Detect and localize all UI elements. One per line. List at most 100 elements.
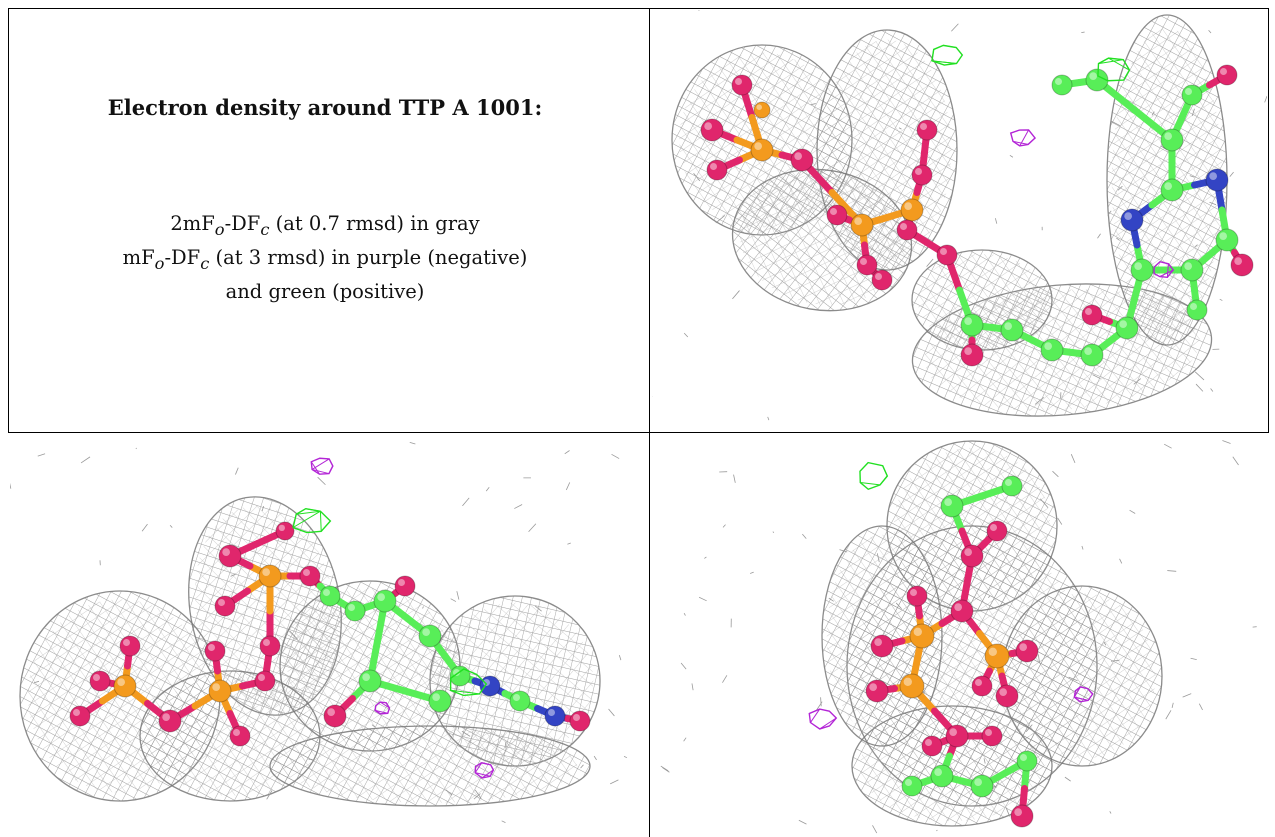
- oxygen-atom: [871, 269, 893, 291]
- density-mesh-2fofc: [19, 496, 601, 807]
- negative-density-blob: [474, 762, 495, 779]
- oxygen-atom: [911, 164, 933, 186]
- oxygen-atom: [960, 343, 984, 367]
- oxygen-atom: [158, 709, 182, 733]
- phosphorus-atom: [208, 679, 232, 703]
- oxygen-atom: [1015, 639, 1039, 663]
- carbon-atom: [509, 690, 531, 712]
- oxygen-atom: [394, 575, 416, 597]
- view-bottom-right: [660, 440, 1257, 834]
- carbon-atom: [960, 313, 984, 337]
- phosphorus-atom: [113, 674, 137, 698]
- oxygen-atom: [89, 670, 111, 692]
- carbon-atom: [1001, 475, 1023, 497]
- carbon-atom: [319, 585, 341, 607]
- carbon-atom: [1016, 750, 1038, 772]
- carbon-atom: [1000, 318, 1024, 342]
- oxygen-atom: [1230, 253, 1254, 277]
- atoms: [865, 475, 1039, 828]
- oxygen-atom: [706, 159, 728, 181]
- negative-density-blob: [374, 701, 391, 715]
- oxygen-atom: [896, 219, 918, 241]
- carbon-atom: [1180, 258, 1204, 282]
- carbon-atom: [428, 689, 452, 713]
- carbon-atom: [901, 775, 923, 797]
- carbon-atom: [418, 624, 442, 648]
- carbon-atom: [1130, 258, 1154, 282]
- positive-density-blob: [292, 507, 332, 534]
- carbon-atom: [1160, 178, 1184, 202]
- carbon-atom: [1080, 343, 1104, 367]
- oxygen-atom: [214, 595, 236, 617]
- oxygen-atom: [986, 520, 1008, 542]
- oxygen-atom: [229, 725, 251, 747]
- view-top-right: [652, 10, 1267, 421]
- carbon-atom: [1160, 128, 1184, 152]
- oxygen-atom: [731, 74, 753, 96]
- caption-cell: Electron density around TTP A 1001: 2mFo…: [10, 10, 640, 425]
- positive-density-blob: [859, 461, 889, 491]
- caption-description: 2mFo-DFc (at 0.7 rmsd) in gray mFo-DFc (…: [10, 210, 640, 306]
- carbon-atom: [1115, 316, 1139, 340]
- table-row-divider: [8, 432, 1269, 433]
- oxygen-atom: [971, 675, 993, 697]
- caption-line-2fofc: 2mFo-DFc (at 0.7 rmsd) in gray: [170, 212, 480, 239]
- positive-density-blob: [1097, 57, 1131, 82]
- table-middle-divider: [649, 8, 650, 837]
- oxygen-atom: [921, 735, 943, 757]
- negative-density-blob: [1073, 686, 1094, 703]
- oxygen-atom: [69, 705, 91, 727]
- carbon-atom: [1215, 228, 1239, 252]
- negative-density-blob: [808, 708, 838, 730]
- oxygen-atom: [1010, 804, 1034, 828]
- carbon-atom: [1181, 84, 1203, 106]
- phosphorus-atom: [984, 643, 1010, 669]
- carbon-atom: [358, 669, 382, 693]
- phosphorus-atom: [753, 101, 771, 119]
- oxygen-atom: [856, 254, 878, 276]
- phosphorus-atom: [258, 564, 282, 588]
- oxygen-atom: [275, 521, 295, 541]
- phosphorus-atom: [750, 138, 774, 162]
- oxygen-atom: [1081, 304, 1103, 326]
- negative-density-blob: [310, 457, 334, 475]
- oxygen-atom: [981, 725, 1003, 747]
- phosphorus-atom: [900, 198, 924, 222]
- oxygen-atom: [1216, 64, 1238, 86]
- oxygen-atom: [790, 148, 814, 172]
- nitrogen-atom: [479, 675, 501, 697]
- carbon-atom: [930, 764, 954, 788]
- oxygen-atom: [960, 544, 984, 568]
- negative-density-blob: [1153, 260, 1175, 279]
- positive-density-blob: [931, 44, 964, 66]
- carbon-atom: [344, 600, 366, 622]
- phosphorus-atom: [909, 623, 935, 649]
- table-right-border: [1268, 8, 1269, 433]
- table-top-border: [8, 8, 1269, 9]
- oxygen-atom: [995, 684, 1019, 708]
- negative-density-blob: [1009, 129, 1037, 147]
- oxygen-atom: [916, 119, 938, 141]
- carbon-atom: [940, 494, 964, 518]
- carbon-atom: [1085, 68, 1109, 92]
- carbon-atom: [449, 665, 471, 687]
- caption-title: Electron density around TTP A 1001:: [107, 95, 543, 120]
- oxygen-atom: [218, 544, 242, 568]
- phosphorus-atom: [899, 673, 925, 699]
- oxygen-atom: [259, 635, 281, 657]
- stray-mesh-lines: [10, 441, 628, 824]
- density-mesh-2fofc: [821, 440, 1163, 827]
- nitrogen-atom: [544, 705, 566, 727]
- density-mesh-2fofc: [671, 14, 1228, 417]
- oxygen-atom: [936, 244, 958, 266]
- carbon-atom: [373, 589, 397, 613]
- caption-line-fofc: mFo-DFc (at 3 rmsd) in purple (negative): [122, 245, 528, 273]
- oxygen-atom: [323, 704, 347, 728]
- view-bottom-left: [10, 441, 628, 824]
- nitrogen-atom: [1120, 208, 1144, 232]
- oxygen-atom: [119, 635, 141, 657]
- nitrogen-atom: [1205, 168, 1229, 192]
- oxygen-atom: [870, 634, 894, 658]
- atoms: [700, 64, 1254, 367]
- carbon-atom: [970, 774, 994, 798]
